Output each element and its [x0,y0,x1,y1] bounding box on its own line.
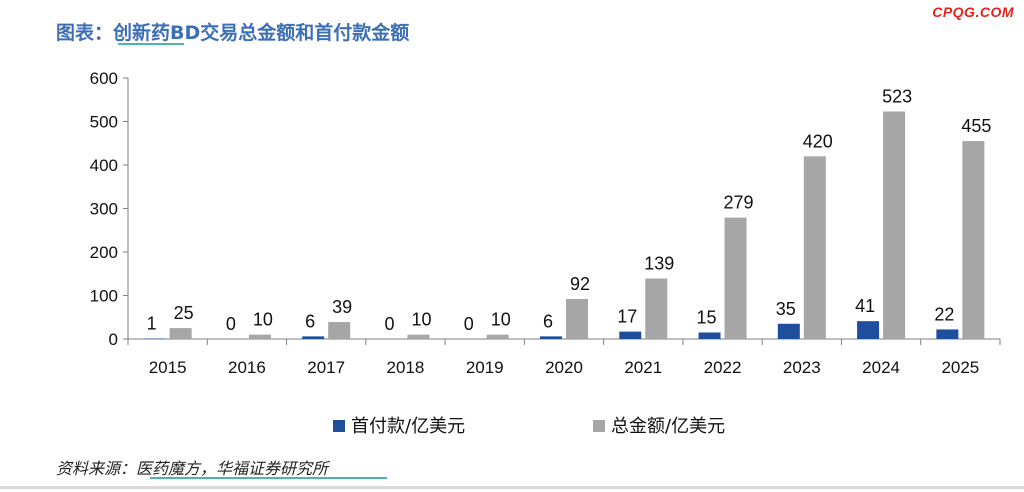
data-label-total: 279 [724,193,754,213]
legend-label-total: 总金额/亿美元 [611,416,725,437]
bar-total [724,217,747,339]
x-tick-label: 2016 [228,358,266,377]
bar-total [407,334,430,339]
data-label-total: 523 [882,86,912,106]
legend: 首付款/亿美元 总金额/亿美元 [333,416,725,437]
source-note: 资料来源：医药魔方，华福证券研究所 [56,459,329,478]
data-label-upfront: 22 [934,304,954,324]
bar-upfront [540,336,562,339]
data-label-upfront: 35 [776,299,796,319]
data-label-total: 10 [491,310,511,330]
bars [143,111,985,340]
data-label-upfront: 1 [147,314,157,334]
bar-upfront [936,329,959,339]
source-underline [150,477,387,479]
bar-total [248,334,271,339]
y-tick-label: 600 [90,69,118,88]
data-label-total: 10 [253,310,273,330]
data-labels: 1 25 0 10 6 39 0 10 0 10 6 92 17 139 15 279 35 420 41 523 22… [147,86,992,334]
data-label-upfront: 15 [697,307,717,327]
bar-total [169,328,192,339]
data-label-total: 420 [803,131,833,151]
x-tick-label: 2022 [704,358,742,377]
bar-upfront [698,332,721,339]
x-tick-label: 2018 [387,358,425,377]
legend-label-upfront: 首付款/亿美元 [351,416,465,437]
data-label-upfront: 6 [305,311,315,331]
data-label-total: 25 [174,303,194,323]
data-label-upfront: 6 [543,311,553,331]
x-tick-label: 2020 [545,358,583,377]
y-tick-label: 0 [109,330,118,349]
bar-upfront [857,321,880,339]
x-tick-label: 2023 [783,358,821,377]
bar-upfront [302,336,325,339]
data-label-upfront: 41 [855,296,875,316]
data-label-upfront: 0 [384,314,394,334]
data-label-upfront: 0 [226,314,236,334]
y-tick-label: 100 [90,287,118,306]
data-label-total: 39 [332,297,352,317]
bar-total [486,334,509,339]
title-underline [118,43,184,45]
x-tick-label: 2017 [307,358,345,377]
x-tick-label: 2021 [624,358,662,377]
data-label-upfront: 17 [617,307,637,327]
watermark: CPQG.COM [932,4,1014,20]
x-tick-label: 2025 [941,358,979,377]
x-tick-label: 2019 [466,358,504,377]
data-label-total: 10 [411,310,431,330]
data-label-upfront: 0 [464,314,474,334]
bar-total [645,278,668,339]
bar-total [803,156,826,339]
data-label-total: 139 [644,254,674,274]
x-tick-label: 2024 [862,358,900,377]
bottom-divider [0,486,1024,489]
bar-upfront [619,331,642,339]
y-axis: 0 100 200 300 400 500 600 [90,69,129,349]
chart-title: 图表：创新药BD交易总金额和首付款金额 [56,22,410,44]
bar-total [328,322,351,339]
x-tick-label: 2015 [149,358,187,377]
bar-total [566,298,588,339]
legend-swatch-total [593,420,605,432]
y-tick-label: 300 [90,200,118,219]
data-label-total: 92 [570,274,590,294]
y-tick-label: 400 [90,156,118,175]
bar-total [883,111,906,340]
bar-total [962,141,985,339]
bar-upfront [777,323,800,339]
y-tick-label: 500 [90,113,118,132]
y-tick-label: 200 [90,243,118,262]
data-label-total: 455 [961,116,991,136]
legend-swatch-upfront [333,420,345,432]
x-axis: 2015 2016 2017 2018 2019 2020 2021 2022 2023 2024… [127,338,1001,377]
